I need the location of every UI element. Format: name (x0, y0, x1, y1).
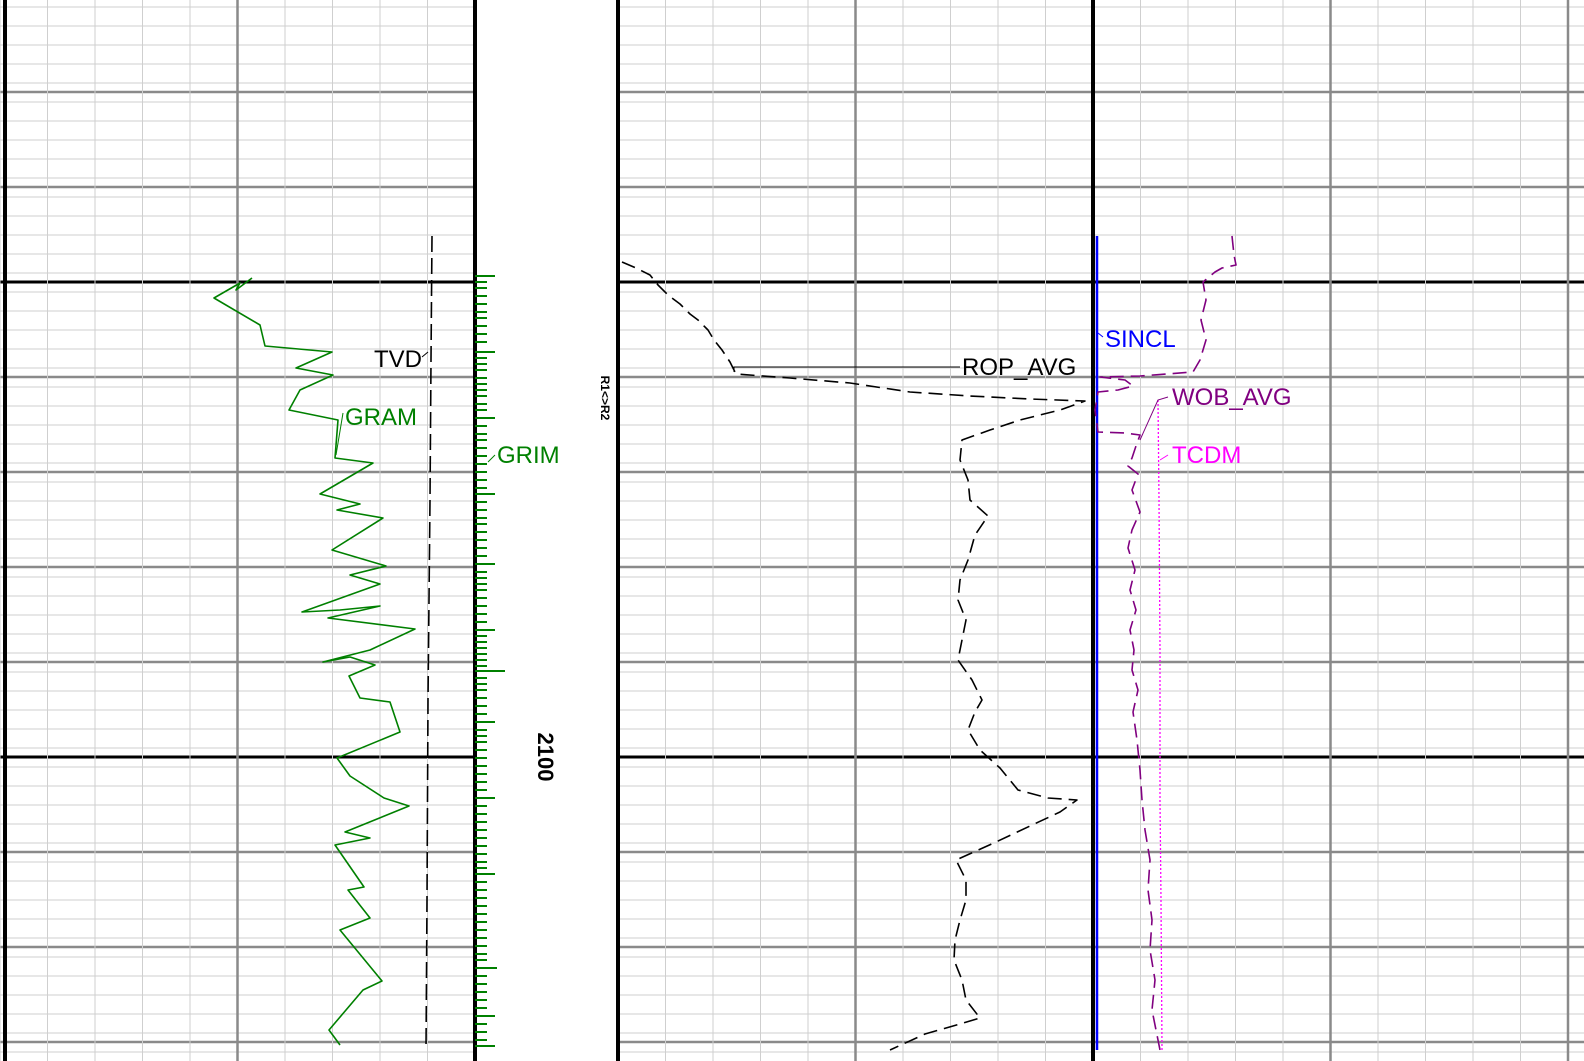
grim-label: GRIM (497, 442, 560, 469)
gram-leader (335, 412, 344, 456)
track2-marker: R1<>R2 (598, 376, 612, 421)
labels-layer: TVD GRAM GRIM ROP_AVG SINCL WOB_AVG TCDM (335, 326, 1292, 469)
series-grim (475, 275, 505, 1047)
series-tcdm (1157, 399, 1163, 1051)
sincl-label: SINCL (1105, 326, 1176, 353)
wob-avg-label: WOB_AVG (1172, 384, 1292, 411)
gram-label: GRAM (345, 404, 417, 431)
depth-label: 2100 (533, 733, 558, 782)
series-wob-avg (1094, 235, 1237, 1051)
tvd-leader (421, 351, 429, 358)
tvd-label: TVD (374, 346, 422, 373)
tcdm-label: TCDM (1172, 442, 1241, 469)
sincl-leader (1097, 332, 1104, 338)
rop-avg-leader (733, 366, 960, 372)
tcdm-leader (1159, 454, 1169, 461)
wob-avg-leader (1139, 396, 1169, 441)
series-gram (213, 277, 416, 1046)
grim-leader (487, 454, 496, 463)
rop-avg-label: ROP_AVG (962, 354, 1076, 381)
series-rop-avg (621, 261, 1086, 1051)
series-tvd (425, 235, 433, 1051)
curves-layer (213, 235, 1237, 1051)
